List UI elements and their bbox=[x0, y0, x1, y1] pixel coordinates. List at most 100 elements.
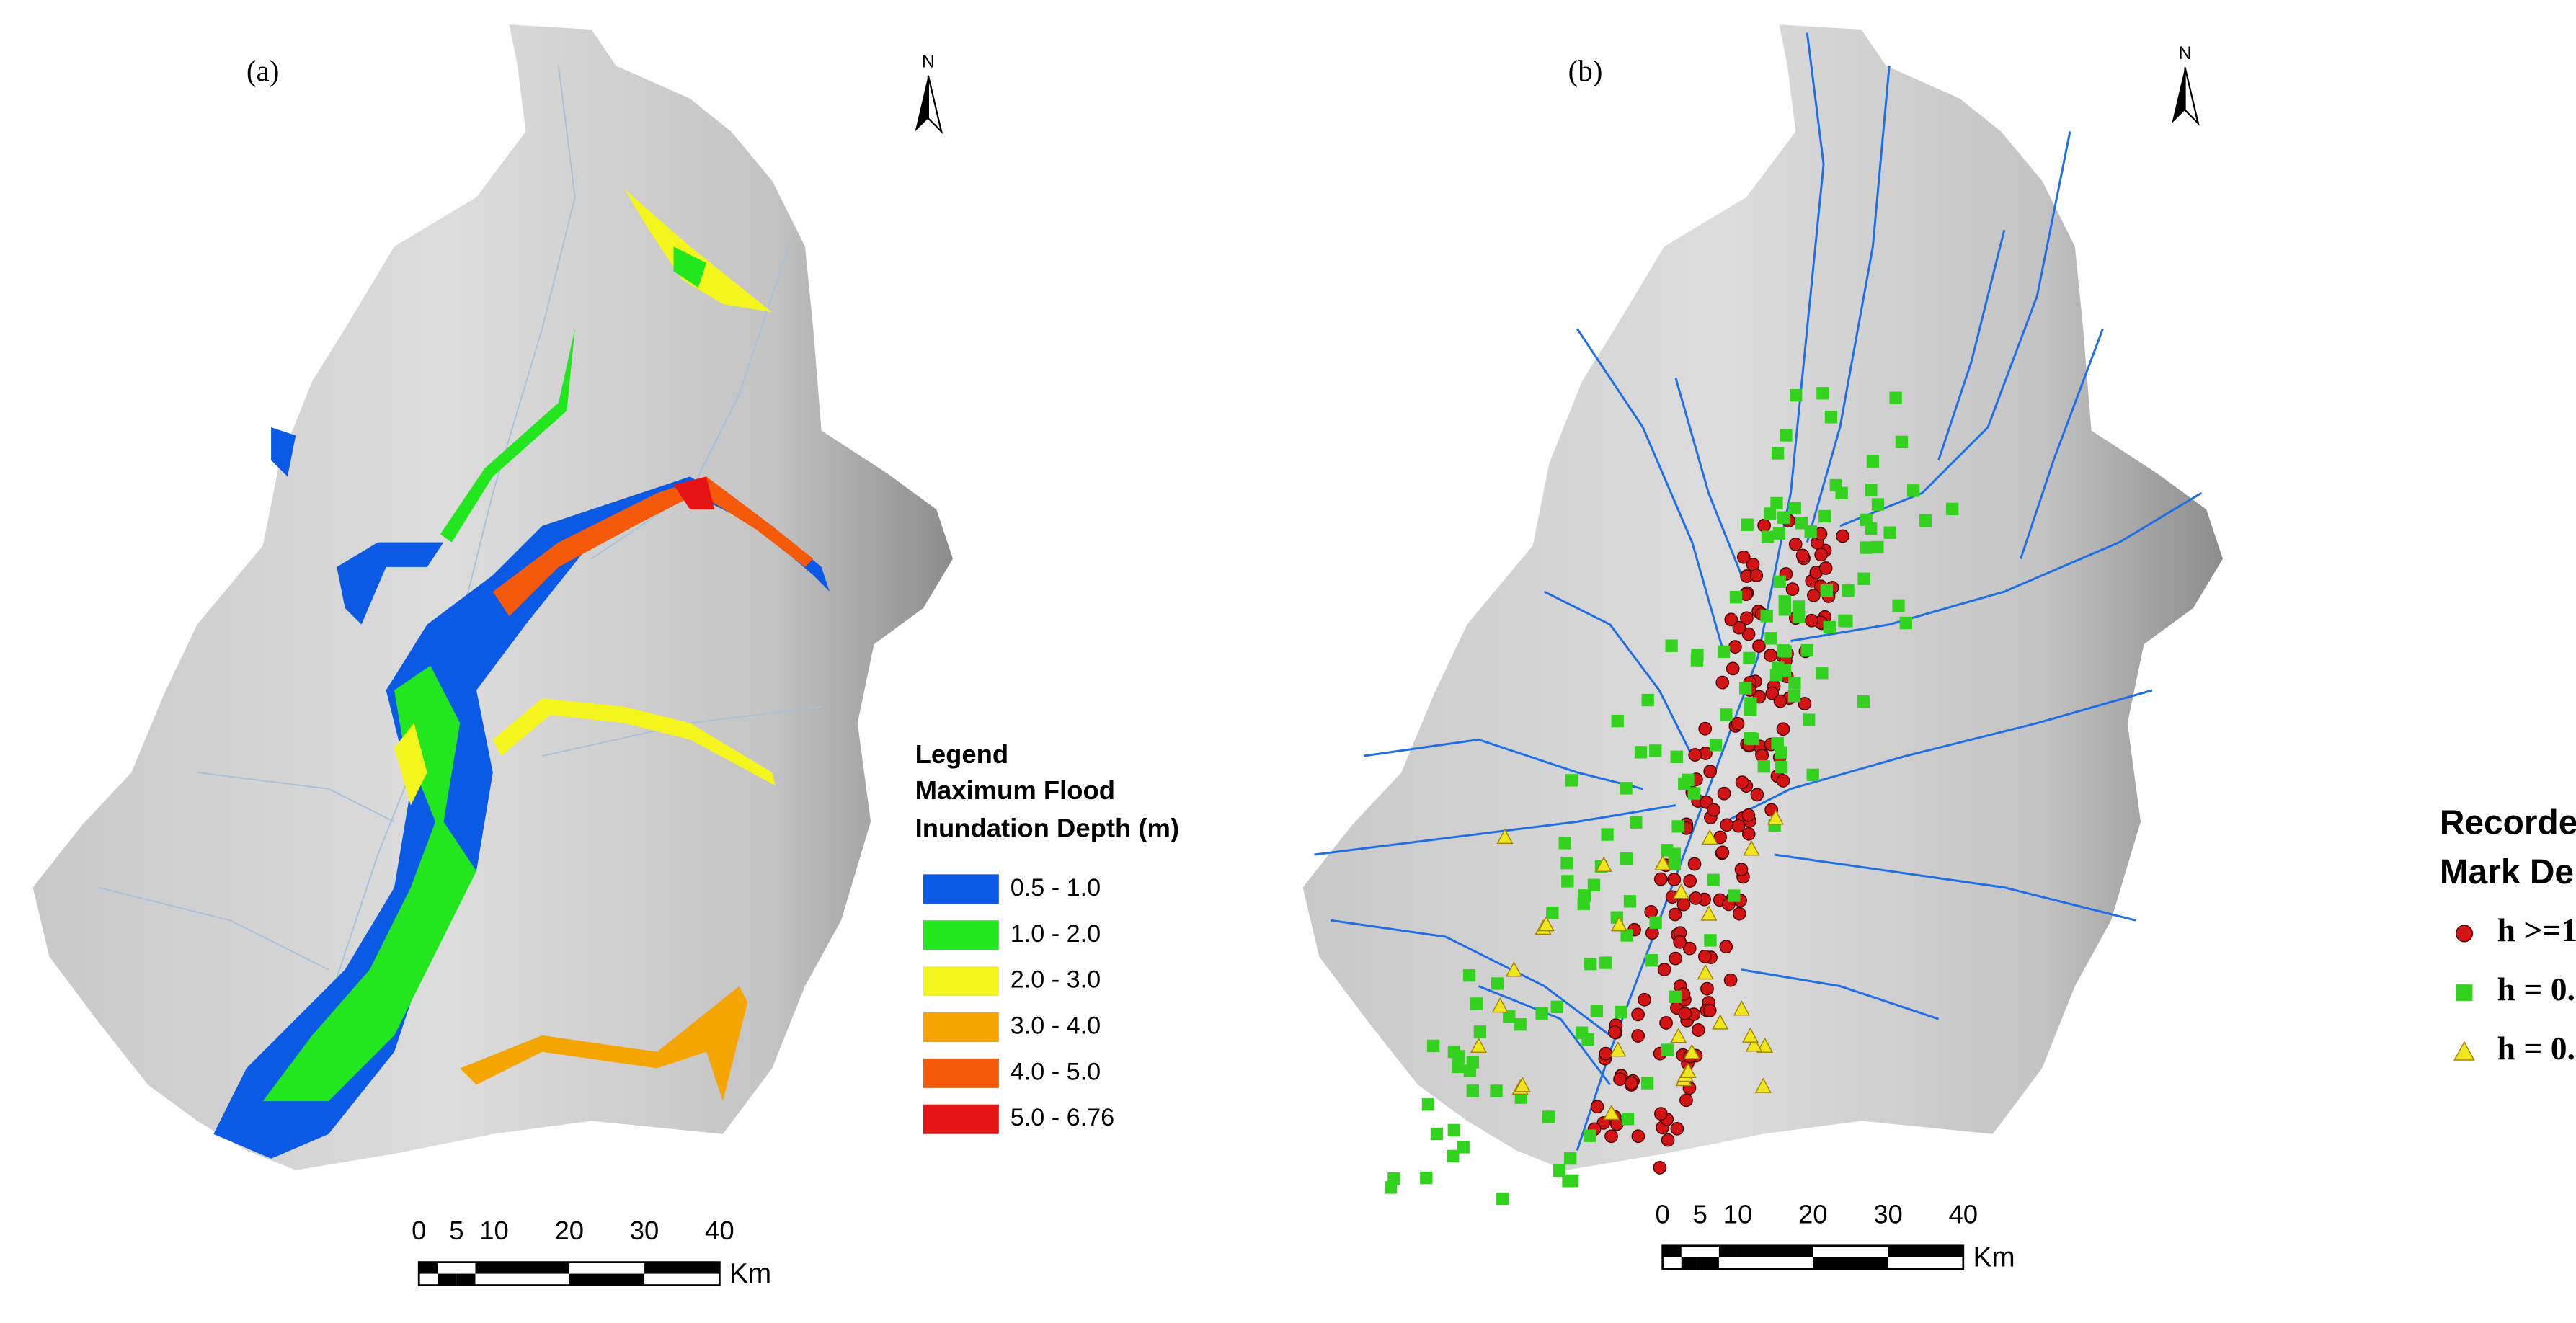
marker bbox=[1741, 808, 1756, 822]
marker bbox=[1491, 977, 1504, 990]
marker bbox=[1687, 787, 1701, 800]
panel-label: (a) bbox=[247, 54, 280, 87]
marker bbox=[1590, 1004, 1604, 1017]
marker bbox=[1654, 1107, 1668, 1121]
marker bbox=[1490, 1084, 1503, 1097]
marker bbox=[1661, 1133, 1675, 1147]
north-arrow bbox=[2172, 67, 2185, 124]
legend-swatch bbox=[923, 874, 999, 904]
marker bbox=[1741, 627, 1756, 641]
marker bbox=[1785, 582, 1800, 596]
legend-label: 2.0 - 3.0 bbox=[1011, 966, 1101, 994]
scale-label: 20 bbox=[555, 1216, 585, 1245]
marker bbox=[1743, 840, 1760, 856]
marker bbox=[1760, 610, 1773, 623]
marker bbox=[1638, 992, 1651, 1007]
marker bbox=[1720, 708, 1733, 721]
scale-segment bbox=[1681, 1257, 1700, 1269]
marker bbox=[1595, 856, 1612, 872]
marker bbox=[1387, 1172, 1400, 1185]
marker bbox=[1712, 1014, 1729, 1030]
legend-swatch bbox=[923, 1012, 999, 1042]
marker bbox=[1631, 1129, 1645, 1144]
marker bbox=[1895, 435, 1909, 449]
marker bbox=[1871, 498, 1885, 511]
basin bbox=[1302, 24, 2223, 1170]
legend-label: h >=1.01 m bbox=[2497, 912, 2576, 948]
marker bbox=[1720, 818, 1734, 832]
marker bbox=[1690, 654, 1704, 667]
marker bbox=[1865, 522, 1878, 535]
marker bbox=[1741, 1027, 1759, 1043]
marker bbox=[1736, 550, 1751, 564]
marker bbox=[1865, 484, 1878, 496]
marker bbox=[1644, 905, 1658, 919]
marker bbox=[1764, 632, 1777, 645]
marker bbox=[1687, 857, 1702, 871]
marker bbox=[1457, 1141, 1470, 1154]
scale-segment bbox=[475, 1262, 494, 1274]
legend-label: h = 0.51 to 1.0 m bbox=[2497, 971, 2576, 1007]
marker bbox=[1564, 1152, 1577, 1165]
scale-label: 20 bbox=[1798, 1199, 1828, 1229]
marker bbox=[1669, 990, 1682, 1003]
marker bbox=[1670, 1121, 1684, 1136]
marker bbox=[1505, 961, 1522, 977]
marker bbox=[1773, 575, 1786, 588]
marker bbox=[1945, 502, 1959, 516]
marker bbox=[1668, 907, 1682, 922]
marker bbox=[1707, 803, 1721, 817]
marker bbox=[1798, 697, 1812, 710]
marker bbox=[1676, 897, 1691, 912]
marker bbox=[1470, 1037, 1488, 1054]
marker bbox=[1757, 760, 1770, 773]
marker bbox=[1773, 694, 1787, 708]
panel-a bbox=[32, 24, 954, 1170]
marker bbox=[2455, 925, 2474, 943]
marker bbox=[1491, 997, 1509, 1013]
marker bbox=[1673, 935, 1687, 949]
marker bbox=[1761, 530, 1775, 543]
legend-title: Inundation Depth (m) bbox=[915, 813, 1180, 842]
legend-title: Recorded Flood bbox=[2440, 804, 2576, 842]
marker bbox=[1732, 906, 1746, 921]
marker bbox=[1470, 997, 1483, 1010]
scale-segment bbox=[569, 1273, 645, 1286]
marker bbox=[1599, 956, 1612, 969]
marker bbox=[1754, 1077, 1772, 1093]
marker bbox=[1814, 548, 1829, 562]
marker bbox=[1553, 1164, 1566, 1177]
scale-segment bbox=[494, 1262, 569, 1274]
marker bbox=[1430, 1127, 1444, 1141]
marker bbox=[1829, 478, 1842, 492]
panel-label: (b) bbox=[1568, 54, 1603, 87]
marker bbox=[1613, 1072, 1627, 1087]
marker bbox=[1702, 1003, 1717, 1017]
marker bbox=[1741, 827, 1756, 841]
marker bbox=[1620, 929, 1633, 942]
marker bbox=[1744, 732, 1756, 745]
marker bbox=[1703, 765, 1718, 778]
scale-segment bbox=[456, 1273, 476, 1286]
marker bbox=[1764, 649, 1777, 662]
marker bbox=[1741, 518, 1754, 531]
scale-label: 40 bbox=[1949, 1199, 1978, 1229]
marker bbox=[1537, 916, 1555, 932]
marker bbox=[1610, 916, 1627, 932]
marker bbox=[1641, 693, 1654, 707]
scale-label: 30 bbox=[630, 1216, 659, 1245]
marker bbox=[1793, 610, 1806, 623]
marker bbox=[1778, 595, 1791, 608]
marker bbox=[1800, 643, 1813, 657]
marker bbox=[1689, 891, 1703, 905]
marker bbox=[1550, 1000, 1563, 1014]
marker bbox=[1763, 507, 1777, 520]
marker bbox=[1514, 1077, 1531, 1092]
marker bbox=[1715, 675, 1730, 690]
marker bbox=[1682, 773, 1695, 787]
marker bbox=[1565, 1174, 1579, 1188]
panel-b bbox=[1302, 24, 2223, 1206]
marker bbox=[1670, 750, 1683, 763]
